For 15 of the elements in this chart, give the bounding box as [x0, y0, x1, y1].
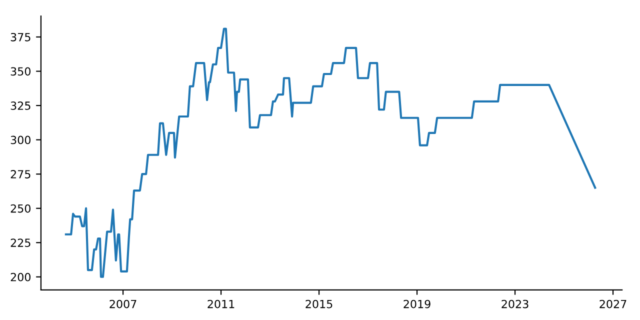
x-tick-label: 2023 [502, 300, 528, 308]
y-tick-label: 350 [10, 67, 30, 76]
x-tick-label: 2027 [600, 300, 626, 308]
x-tick-label: 2007 [110, 300, 136, 308]
y-tick-label: 225 [10, 238, 30, 247]
y-tick-label: 200 [10, 272, 30, 282]
y-tick-label: 275 [10, 170, 30, 178]
x-tick-label: 2011 [208, 300, 234, 308]
line-series [64, 28, 596, 278]
y-tick-label: 250 [10, 204, 30, 213]
y-tick-label: 375 [10, 32, 30, 42]
y-tick-label: 325 [10, 102, 30, 110]
y-tick-label: 300 [10, 136, 30, 144]
x-tick-label: 2015 [306, 300, 332, 308]
x-tick-label: 2019 [404, 300, 430, 308]
